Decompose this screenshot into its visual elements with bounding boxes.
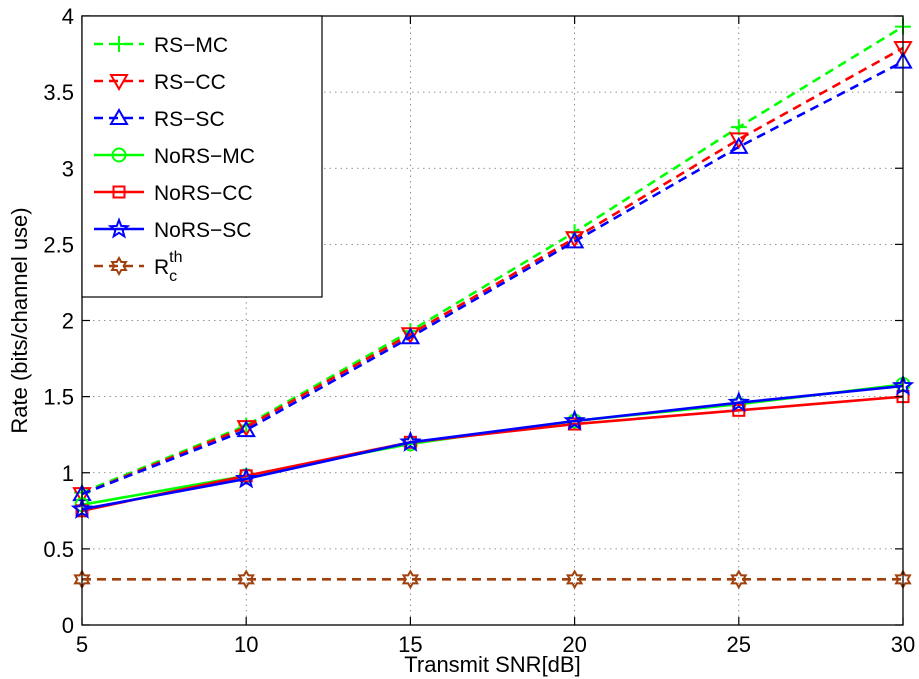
y-axis-label: Rate (bits/channel use) — [7, 207, 32, 433]
legend: RS−MC RS−CC RS−SC NoRS−MC NoRS−CC NoRS−SC Rcth — [81, 15, 323, 298]
x-tick-label: 15 — [398, 632, 422, 657]
legend-marker — [112, 185, 126, 199]
x-tick-label: 25 — [727, 632, 751, 657]
x-tick-label: 5 — [76, 632, 88, 657]
legend-entry: RS−CC — [94, 71, 226, 94]
data-point — [236, 420, 256, 438]
y-tick-label: 2 — [62, 309, 74, 334]
legend-label: NoRS−MC — [154, 145, 255, 168]
legend-label: RS−SC — [154, 108, 225, 131]
data-point — [563, 409, 586, 431]
y-tick-label: 1.5 — [43, 385, 74, 410]
legend-entry: NoRS−SC — [94, 217, 251, 242]
y-tick-label: 3.5 — [43, 80, 74, 105]
legend-marker — [110, 255, 128, 277]
data-point — [729, 136, 749, 154]
legend-marker — [109, 107, 129, 125]
legend-marker — [109, 74, 129, 92]
x-tick-label: 30 — [891, 632, 915, 657]
data-point — [237, 569, 255, 590]
legend-entry: Rcth — [94, 249, 183, 285]
legend-label: Rcth — [154, 249, 183, 285]
data-point — [565, 569, 584, 590]
data-point — [399, 430, 422, 452]
legend-label: RS−CC — [154, 71, 226, 94]
legend-entry: NoRS−MC — [94, 145, 255, 168]
data-point — [729, 132, 749, 150]
y-tick-label: 1 — [62, 461, 74, 486]
data-point — [401, 569, 420, 590]
legend-entry: RS−MC — [94, 34, 228, 57]
data-point — [400, 327, 421, 345]
legend-marker — [107, 217, 131, 239]
data-point — [727, 390, 751, 413]
y-tick-label: 2.5 — [43, 232, 74, 257]
data-point — [564, 231, 585, 249]
x-axis-label: Transmit SNR[dB] — [404, 652, 580, 677]
legend-entry: RS−SC — [94, 107, 225, 131]
series-line — [81, 395, 904, 513]
tick-labels: 5 10 15 20 25 30 0 0.5 1 1.5 2 2.5 3 3.5 4 — [43, 4, 915, 657]
legend-box — [81, 15, 323, 298]
legend-label: NoRS−SC — [154, 219, 251, 242]
legend-label: RS−MC — [154, 34, 228, 57]
legend-marker — [111, 147, 127, 163]
data-point — [234, 466, 258, 489]
y-tick-label: 3 — [62, 156, 74, 181]
y-tick-label: 0.5 — [43, 537, 74, 562]
data-point — [730, 569, 748, 590]
x-tick-label: 20 — [562, 632, 586, 657]
series-line — [81, 25, 904, 494]
legend-entry: NoRS−CC — [94, 182, 253, 205]
y-tick-label: 0 — [62, 613, 74, 638]
grid-lines — [82, 16, 903, 625]
legend-marker — [111, 36, 127, 52]
series-line — [81, 384, 904, 511]
data-point — [568, 417, 582, 431]
legend-label: NoRS−CC — [154, 182, 253, 205]
y-tick-label: 4 — [62, 4, 74, 29]
x-tick-label: 10 — [234, 632, 258, 657]
